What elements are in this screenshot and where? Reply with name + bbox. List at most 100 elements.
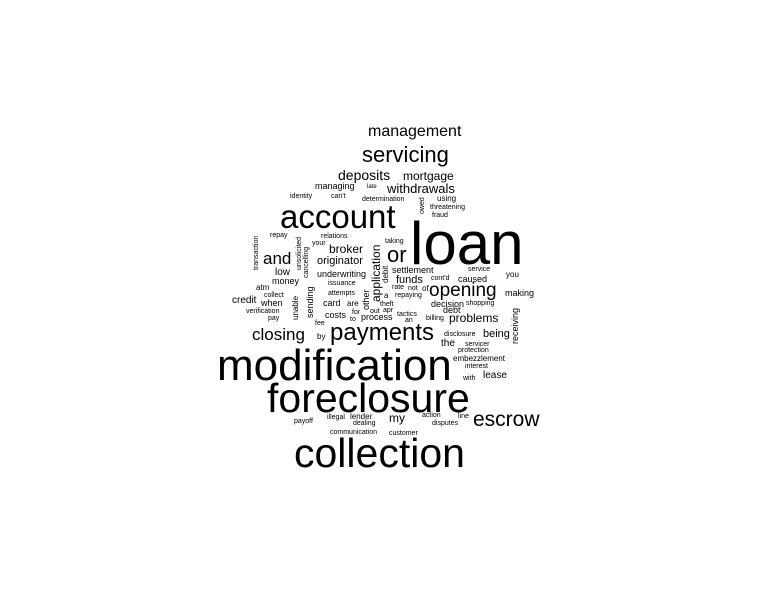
word-lease: lease bbox=[483, 370, 507, 381]
word-costs: costs bbox=[325, 310, 347, 320]
word-determination: determination bbox=[362, 196, 405, 203]
word-a: a bbox=[384, 291, 389, 300]
word-deposits: deposits bbox=[338, 167, 391, 183]
word-for: for bbox=[352, 309, 361, 316]
word-originator: originator bbox=[317, 255, 363, 267]
word-customer: customer bbox=[389, 430, 418, 437]
word-servicing: servicing bbox=[362, 142, 449, 167]
word-are: are bbox=[347, 299, 359, 308]
word-atm: atm bbox=[256, 283, 270, 292]
word-interest: interest bbox=[465, 363, 488, 370]
word-receiving: receiving bbox=[510, 307, 520, 344]
word-billing: billing bbox=[426, 315, 444, 322]
word-payoff: payoff bbox=[294, 418, 313, 425]
word-repaying: repaying bbox=[395, 292, 422, 299]
word-broker: broker bbox=[329, 242, 364, 256]
word-managing: managing bbox=[315, 181, 355, 191]
word-fraud: fraud bbox=[432, 212, 448, 219]
word-decision: decision bbox=[431, 299, 465, 309]
word-account: account bbox=[280, 198, 396, 235]
word-of: of bbox=[422, 284, 429, 293]
word-servicer: servicer bbox=[465, 341, 490, 348]
word-making: making bbox=[505, 288, 535, 298]
word-unsolicited: unsolicited bbox=[296, 236, 303, 270]
word-the: the bbox=[441, 338, 455, 349]
word-contd: cont'd bbox=[431, 275, 450, 282]
word-line: line bbox=[458, 413, 469, 420]
word-escrow: escrow bbox=[473, 408, 540, 431]
word-settlement: settlement bbox=[392, 265, 434, 275]
word-modification: modification bbox=[217, 341, 452, 390]
word-underwriting: underwriting bbox=[317, 269, 367, 279]
word-low: low bbox=[275, 267, 291, 278]
word-to: to bbox=[350, 316, 356, 323]
word-collect: collect bbox=[264, 292, 284, 299]
word-lender: lender bbox=[350, 412, 373, 421]
word-cancelling: cancelling bbox=[303, 246, 310, 278]
word-identity: identity bbox=[290, 193, 313, 200]
word-shopping: shopping bbox=[466, 300, 495, 307]
word-card: card bbox=[323, 298, 341, 308]
word-attempts: attempts bbox=[328, 290, 355, 297]
word-theft: theft bbox=[380, 301, 394, 308]
word-verification: verification bbox=[246, 308, 280, 315]
word-taking: taking bbox=[385, 238, 404, 245]
word-my: my bbox=[389, 411, 405, 425]
word-closing: closing bbox=[252, 325, 305, 344]
word-payments: payments bbox=[330, 319, 435, 346]
word-management: management bbox=[368, 123, 462, 140]
word-funds: funds bbox=[396, 274, 423, 286]
word-illegal: illegal bbox=[327, 414, 345, 421]
word-opening: opening bbox=[429, 280, 497, 301]
word-relations: relations bbox=[321, 233, 348, 240]
word-and: and bbox=[263, 249, 292, 268]
word-out: out bbox=[370, 308, 380, 315]
word-with: with bbox=[463, 375, 476, 382]
word-credit: credit bbox=[232, 295, 257, 306]
word-communication: communication bbox=[330, 429, 378, 436]
word-debit: debit bbox=[381, 265, 390, 283]
word-protection: protection bbox=[458, 347, 489, 354]
word-dealing: dealing bbox=[353, 420, 376, 427]
word-other: other bbox=[361, 289, 371, 310]
word-pay: pay bbox=[268, 315, 280, 322]
word-service: service bbox=[468, 266, 491, 273]
word-caused: caused bbox=[458, 274, 488, 284]
word-rate: rate bbox=[392, 284, 405, 291]
word-threatening: threatening bbox=[430, 204, 466, 211]
word-late: late bbox=[367, 184, 377, 190]
word-loan: loan bbox=[410, 210, 524, 277]
word-collection: collection bbox=[294, 430, 465, 476]
word-not: not bbox=[408, 285, 418, 292]
word-disclosure: disclosure bbox=[444, 331, 476, 338]
word-owed: owed bbox=[419, 197, 426, 214]
word-your: your bbox=[312, 240, 326, 247]
word-sending: sending bbox=[305, 286, 315, 318]
word-action: action bbox=[422, 412, 441, 419]
word-disputes: disputes bbox=[432, 420, 459, 427]
word-you: you bbox=[506, 270, 519, 279]
word-when: when bbox=[261, 298, 283, 308]
word-or: or bbox=[387, 242, 407, 267]
word-tactics: tactics bbox=[397, 311, 417, 318]
word-issuance: issuance bbox=[328, 280, 356, 287]
word-money: money bbox=[272, 276, 300, 286]
word-an: an bbox=[405, 317, 413, 324]
word-being: being bbox=[483, 328, 510, 340]
word-withdrawals: withdrawals bbox=[387, 181, 455, 196]
word-mortgage: mortgage bbox=[403, 169, 454, 183]
word-embezzlement: embezzlement bbox=[453, 354, 506, 363]
word-foreclosure: foreclosure bbox=[267, 375, 470, 421]
word-unable: unable bbox=[291, 295, 300, 320]
word-problems: problems bbox=[449, 311, 499, 325]
word-using: using bbox=[437, 194, 457, 203]
word-cant: can't bbox=[331, 193, 346, 200]
word-process: process bbox=[361, 312, 393, 322]
word-fee: fee bbox=[315, 320, 325, 327]
word-repay: repay bbox=[270, 232, 288, 239]
word-apr: apr bbox=[383, 307, 394, 314]
word-debt: debt bbox=[443, 305, 461, 315]
word-by: by bbox=[317, 332, 326, 341]
word-transaction: transaction bbox=[253, 235, 260, 270]
